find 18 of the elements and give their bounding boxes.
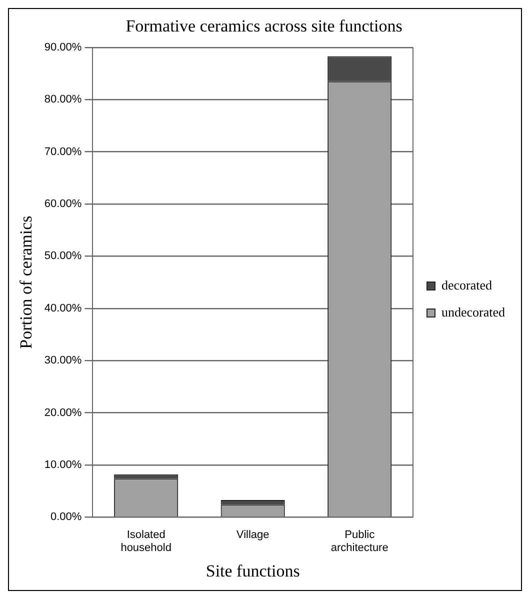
y-tick-label: 30.00% — [44, 354, 82, 367]
y-tick-label: 70.00% — [44, 146, 82, 158]
y-tick-label: 50.00% — [44, 250, 82, 262]
y-axis-title: Portion of ceramics — [16, 216, 36, 349]
legend-label: decorated — [441, 277, 492, 292]
x-tick-label: Public architecture — [330, 528, 388, 554]
legend-label: undecorated — [441, 304, 506, 320]
y-tick-label: 10.00% — [44, 459, 82, 472]
y-tick-label: 90.00% — [44, 41, 82, 54]
x-tick-label: Village — [236, 528, 270, 541]
y-tick-label: 40.00% — [44, 302, 82, 314]
x-axis-title: Site functions — [206, 561, 300, 580]
y-tick-label: 60.00% — [44, 198, 82, 210]
y-tick-label: 0.00% — [50, 511, 82, 524]
y-tick-label: 20.00% — [44, 406, 82, 419]
y-tick-label: 80.00% — [44, 94, 82, 106]
chart-title: Formative ceramics across site functions — [126, 16, 402, 36]
x-tick-label: Isolated household — [120, 528, 172, 554]
